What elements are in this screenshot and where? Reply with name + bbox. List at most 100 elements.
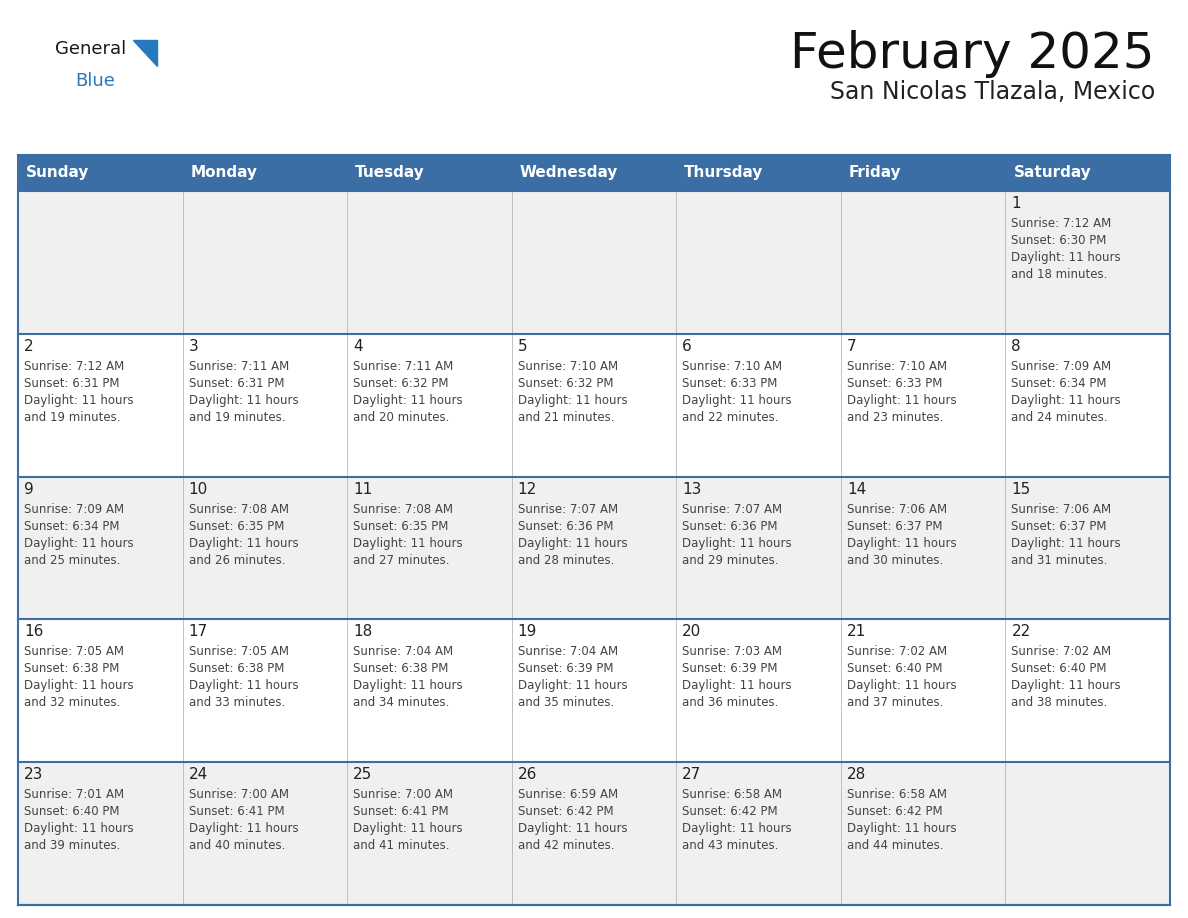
Text: Sunrise: 6:58 AM: Sunrise: 6:58 AM — [682, 789, 782, 801]
Text: Wednesday: Wednesday — [519, 165, 618, 181]
Text: and 29 minutes.: and 29 minutes. — [682, 554, 779, 566]
Text: and 33 minutes.: and 33 minutes. — [189, 697, 285, 710]
Text: Sunrise: 7:12 AM: Sunrise: 7:12 AM — [24, 360, 125, 373]
Text: and 37 minutes.: and 37 minutes. — [847, 697, 943, 710]
Text: and 22 minutes.: and 22 minutes. — [682, 410, 779, 424]
Text: and 20 minutes.: and 20 minutes. — [353, 410, 449, 424]
Text: Sunday: Sunday — [26, 165, 89, 181]
Text: Sunrise: 6:59 AM: Sunrise: 6:59 AM — [518, 789, 618, 801]
Text: Sunset: 6:39 PM: Sunset: 6:39 PM — [518, 663, 613, 676]
Text: Daylight: 11 hours: Daylight: 11 hours — [189, 537, 298, 550]
Text: Daylight: 11 hours: Daylight: 11 hours — [682, 679, 792, 692]
Text: Sunrise: 7:07 AM: Sunrise: 7:07 AM — [682, 502, 783, 516]
Bar — [18, 155, 183, 191]
Text: Daylight: 11 hours: Daylight: 11 hours — [189, 823, 298, 835]
Text: Sunrise: 7:05 AM: Sunrise: 7:05 AM — [24, 645, 124, 658]
Text: Sunset: 6:32 PM: Sunset: 6:32 PM — [518, 376, 613, 390]
Text: and 28 minutes.: and 28 minutes. — [518, 554, 614, 566]
Text: Daylight: 11 hours: Daylight: 11 hours — [682, 823, 792, 835]
Text: and 25 minutes.: and 25 minutes. — [24, 554, 120, 566]
Text: and 41 minutes.: and 41 minutes. — [353, 839, 449, 852]
Text: Sunrise: 7:01 AM: Sunrise: 7:01 AM — [24, 789, 124, 801]
Text: Sunrise: 7:00 AM: Sunrise: 7:00 AM — [189, 789, 289, 801]
Text: 20: 20 — [682, 624, 702, 640]
Text: Sunrise: 7:10 AM: Sunrise: 7:10 AM — [847, 360, 947, 373]
Text: Daylight: 11 hours: Daylight: 11 hours — [189, 679, 298, 692]
Text: 28: 28 — [847, 767, 866, 782]
Text: Sunrise: 7:06 AM: Sunrise: 7:06 AM — [1011, 502, 1112, 516]
Bar — [18, 476, 1170, 620]
Text: Sunset: 6:33 PM: Sunset: 6:33 PM — [847, 376, 942, 390]
Bar — [347, 155, 512, 191]
Text: 15: 15 — [1011, 482, 1031, 497]
Bar — [841, 155, 1005, 191]
Text: and 42 minutes.: and 42 minutes. — [518, 839, 614, 852]
Text: Blue: Blue — [75, 72, 115, 90]
Text: Sunset: 6:31 PM: Sunset: 6:31 PM — [189, 376, 284, 390]
Text: Sunrise: 7:10 AM: Sunrise: 7:10 AM — [518, 360, 618, 373]
Text: Sunset: 6:40 PM: Sunset: 6:40 PM — [1011, 663, 1107, 676]
Text: 1: 1 — [1011, 196, 1020, 211]
Text: 7: 7 — [847, 339, 857, 353]
Text: Sunset: 6:37 PM: Sunset: 6:37 PM — [847, 520, 942, 532]
Text: Daylight: 11 hours: Daylight: 11 hours — [847, 537, 956, 550]
Text: and 31 minutes.: and 31 minutes. — [1011, 554, 1107, 566]
Text: Daylight: 11 hours: Daylight: 11 hours — [353, 394, 463, 407]
Text: and 35 minutes.: and 35 minutes. — [518, 697, 614, 710]
Text: Sunset: 6:40 PM: Sunset: 6:40 PM — [24, 805, 120, 818]
Text: Daylight: 11 hours: Daylight: 11 hours — [847, 823, 956, 835]
Text: Sunrise: 7:10 AM: Sunrise: 7:10 AM — [682, 360, 783, 373]
Text: San Nicolas Tlazala, Mexico: San Nicolas Tlazala, Mexico — [829, 80, 1155, 104]
Text: Sunset: 6:34 PM: Sunset: 6:34 PM — [24, 520, 120, 532]
Text: Daylight: 11 hours: Daylight: 11 hours — [353, 537, 463, 550]
Text: 3: 3 — [189, 339, 198, 353]
Text: Sunset: 6:36 PM: Sunset: 6:36 PM — [518, 520, 613, 532]
Text: Daylight: 11 hours: Daylight: 11 hours — [518, 679, 627, 692]
Text: Sunset: 6:32 PM: Sunset: 6:32 PM — [353, 376, 449, 390]
Text: 13: 13 — [682, 482, 702, 497]
Text: and 19 minutes.: and 19 minutes. — [189, 410, 285, 424]
Text: and 26 minutes.: and 26 minutes. — [189, 554, 285, 566]
Text: Daylight: 11 hours: Daylight: 11 hours — [189, 394, 298, 407]
Text: and 44 minutes.: and 44 minutes. — [847, 839, 943, 852]
Text: Daylight: 11 hours: Daylight: 11 hours — [24, 537, 133, 550]
Text: and 18 minutes.: and 18 minutes. — [1011, 268, 1107, 281]
Text: and 38 minutes.: and 38 minutes. — [1011, 697, 1107, 710]
Text: Sunrise: 7:04 AM: Sunrise: 7:04 AM — [518, 645, 618, 658]
Text: Daylight: 11 hours: Daylight: 11 hours — [682, 537, 792, 550]
Text: Daylight: 11 hours: Daylight: 11 hours — [847, 679, 956, 692]
Text: Thursday: Thursday — [684, 165, 764, 181]
Text: and 43 minutes.: and 43 minutes. — [682, 839, 778, 852]
Text: 26: 26 — [518, 767, 537, 782]
Text: 9: 9 — [24, 482, 33, 497]
Text: 18: 18 — [353, 624, 372, 640]
Text: Daylight: 11 hours: Daylight: 11 hours — [847, 394, 956, 407]
Bar — [18, 191, 1170, 334]
Text: 19: 19 — [518, 624, 537, 640]
Text: Sunset: 6:41 PM: Sunset: 6:41 PM — [189, 805, 284, 818]
Text: Sunset: 6:42 PM: Sunset: 6:42 PM — [518, 805, 613, 818]
Bar — [512, 155, 676, 191]
Text: Sunrise: 7:02 AM: Sunrise: 7:02 AM — [1011, 645, 1112, 658]
Text: Sunrise: 7:11 AM: Sunrise: 7:11 AM — [189, 360, 289, 373]
Text: 22: 22 — [1011, 624, 1031, 640]
Text: Sunrise: 7:00 AM: Sunrise: 7:00 AM — [353, 789, 453, 801]
Text: Sunset: 6:35 PM: Sunset: 6:35 PM — [353, 520, 449, 532]
Text: 21: 21 — [847, 624, 866, 640]
Text: and 34 minutes.: and 34 minutes. — [353, 697, 449, 710]
Text: Sunset: 6:30 PM: Sunset: 6:30 PM — [1011, 234, 1107, 247]
Text: Tuesday: Tuesday — [355, 165, 425, 181]
Text: and 19 minutes.: and 19 minutes. — [24, 410, 120, 424]
Polygon shape — [133, 40, 157, 66]
Text: Daylight: 11 hours: Daylight: 11 hours — [24, 679, 133, 692]
Text: Sunrise: 7:09 AM: Sunrise: 7:09 AM — [24, 502, 124, 516]
Text: Daylight: 11 hours: Daylight: 11 hours — [24, 823, 133, 835]
Text: Sunrise: 7:12 AM: Sunrise: 7:12 AM — [1011, 217, 1112, 230]
Text: Sunrise: 7:08 AM: Sunrise: 7:08 AM — [189, 502, 289, 516]
Text: Sunrise: 7:02 AM: Sunrise: 7:02 AM — [847, 645, 947, 658]
Text: Sunset: 6:34 PM: Sunset: 6:34 PM — [1011, 376, 1107, 390]
Text: 4: 4 — [353, 339, 362, 353]
Text: Sunset: 6:33 PM: Sunset: 6:33 PM — [682, 376, 778, 390]
Text: Sunrise: 7:04 AM: Sunrise: 7:04 AM — [353, 645, 454, 658]
Text: Daylight: 11 hours: Daylight: 11 hours — [1011, 394, 1121, 407]
